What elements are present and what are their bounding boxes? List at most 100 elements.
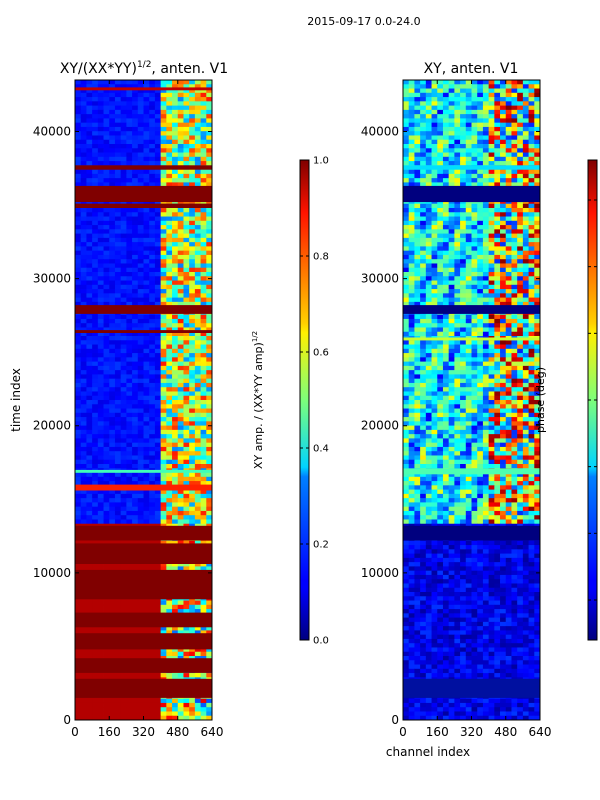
heatmap-cell — [460, 208, 467, 213]
heatmap-cell — [460, 122, 467, 128]
heatmap-cell — [97, 293, 104, 298]
heatmap-cell — [114, 233, 122, 239]
heatmap-cell — [109, 208, 116, 213]
heatmap-cell — [465, 80, 472, 85]
heatmap-band — [75, 305, 212, 314]
heatmap-cell — [522, 152, 529, 158]
heatmap-cell — [126, 387, 133, 392]
heatmap-cell — [86, 161, 93, 166]
heatmap-cell — [177, 434, 184, 439]
heatmap-cell — [114, 314, 122, 320]
heatmap-cell — [97, 702, 104, 708]
heatmap-cell — [403, 139, 410, 145]
heatmap-cell — [126, 600, 133, 606]
heatmap-cell — [166, 126, 173, 132]
heatmap-cell — [103, 382, 110, 388]
heatmap-cell — [189, 318, 196, 324]
heatmap-cell — [528, 259, 535, 264]
heatmap-cell — [177, 464, 184, 469]
heatmap-cell — [177, 225, 184, 230]
heatmap-cell — [137, 382, 144, 388]
heatmap-cell — [166, 412, 173, 418]
heatmap-cell — [183, 161, 190, 166]
heatmap-cell — [460, 92, 467, 98]
heatmap-cell — [172, 493, 179, 499]
heatmap-cell — [166, 404, 173, 409]
heatmap-cell — [414, 161, 421, 166]
heatmap-cell — [160, 400, 167, 405]
heatmap-cell — [149, 506, 156, 512]
heatmap-cell — [143, 711, 150, 717]
heatmap-cell — [172, 272, 179, 277]
heatmap-cell — [465, 225, 472, 230]
heatmap-cell — [505, 173, 512, 179]
heatmap-cell — [494, 148, 501, 153]
heatmap-cell — [126, 84, 133, 89]
heatmap-cell — [166, 374, 173, 380]
heatmap-cell — [517, 246, 524, 252]
heatmap-cell — [448, 301, 455, 307]
heatmap-cell — [137, 336, 144, 341]
heatmap-cell — [494, 161, 501, 166]
heatmap-cell — [137, 152, 144, 158]
heatmap-cell — [500, 182, 507, 188]
heatmap-cell — [477, 276, 484, 281]
heatmap-cell — [132, 229, 139, 234]
heatmap-cell — [143, 148, 150, 153]
heatmap-cell — [86, 173, 93, 179]
heatmap-cell — [200, 395, 207, 401]
heatmap-cell — [92, 105, 99, 111]
heatmap-cell — [126, 391, 133, 397]
heatmap-cell — [154, 459, 162, 465]
heatmap-cell — [114, 464, 122, 469]
heatmap-cell — [97, 391, 104, 397]
heatmap-cell — [80, 391, 87, 397]
heatmap-cell — [126, 434, 133, 439]
heatmap-cell — [143, 182, 150, 188]
heatmap-cell — [189, 272, 196, 277]
heatmap-cell — [75, 702, 82, 708]
heatmap-cell — [177, 169, 184, 175]
heatmap-cell — [200, 344, 207, 350]
heatmap-cell — [149, 80, 156, 85]
heatmap-cell — [75, 237, 82, 243]
heatmap-cell — [425, 169, 432, 175]
heatmap-cell — [120, 715, 127, 720]
heatmap-cell — [103, 293, 110, 298]
heatmap-cell — [132, 434, 139, 439]
heatmap-cell — [166, 429, 173, 435]
heatmap-cell — [109, 323, 116, 328]
heatmap-cell — [92, 429, 99, 435]
heatmap-cell — [103, 374, 110, 380]
heatmap-cell — [86, 562, 93, 567]
heatmap-cell — [431, 263, 438, 269]
heatmap-cell — [431, 144, 438, 149]
heatmap-cell — [97, 378, 104, 384]
heatmap-cell — [442, 220, 450, 226]
heatmap-cell — [189, 510, 196, 516]
heatmap-cell — [114, 101, 122, 106]
heatmap-cell — [103, 391, 110, 397]
heatmap-cell — [494, 284, 501, 290]
heatmap-cell — [517, 267, 524, 273]
heatmap-cell — [75, 421, 82, 426]
heatmap-cell — [132, 459, 139, 465]
heatmap-cell — [137, 378, 144, 384]
heatmap-cell — [126, 540, 133, 546]
heatmap-cell — [92, 114, 99, 119]
heatmap-cell — [160, 297, 167, 303]
heatmap-cell — [465, 208, 472, 213]
heatmap-cell — [143, 412, 150, 418]
heatmap-cell — [132, 237, 139, 243]
heatmap-cell — [86, 246, 93, 252]
heatmap-cell — [403, 250, 410, 256]
heatmap-cell — [149, 267, 156, 273]
heatmap-cell — [97, 318, 104, 324]
heatmap-cell — [126, 301, 133, 307]
heatmap-cell — [86, 387, 93, 392]
heatmap-cell — [160, 600, 167, 606]
heatmap-cell — [75, 284, 82, 290]
heatmap-cell — [149, 284, 156, 290]
heatmap-cell — [92, 122, 99, 128]
heatmap-cell — [92, 148, 99, 153]
